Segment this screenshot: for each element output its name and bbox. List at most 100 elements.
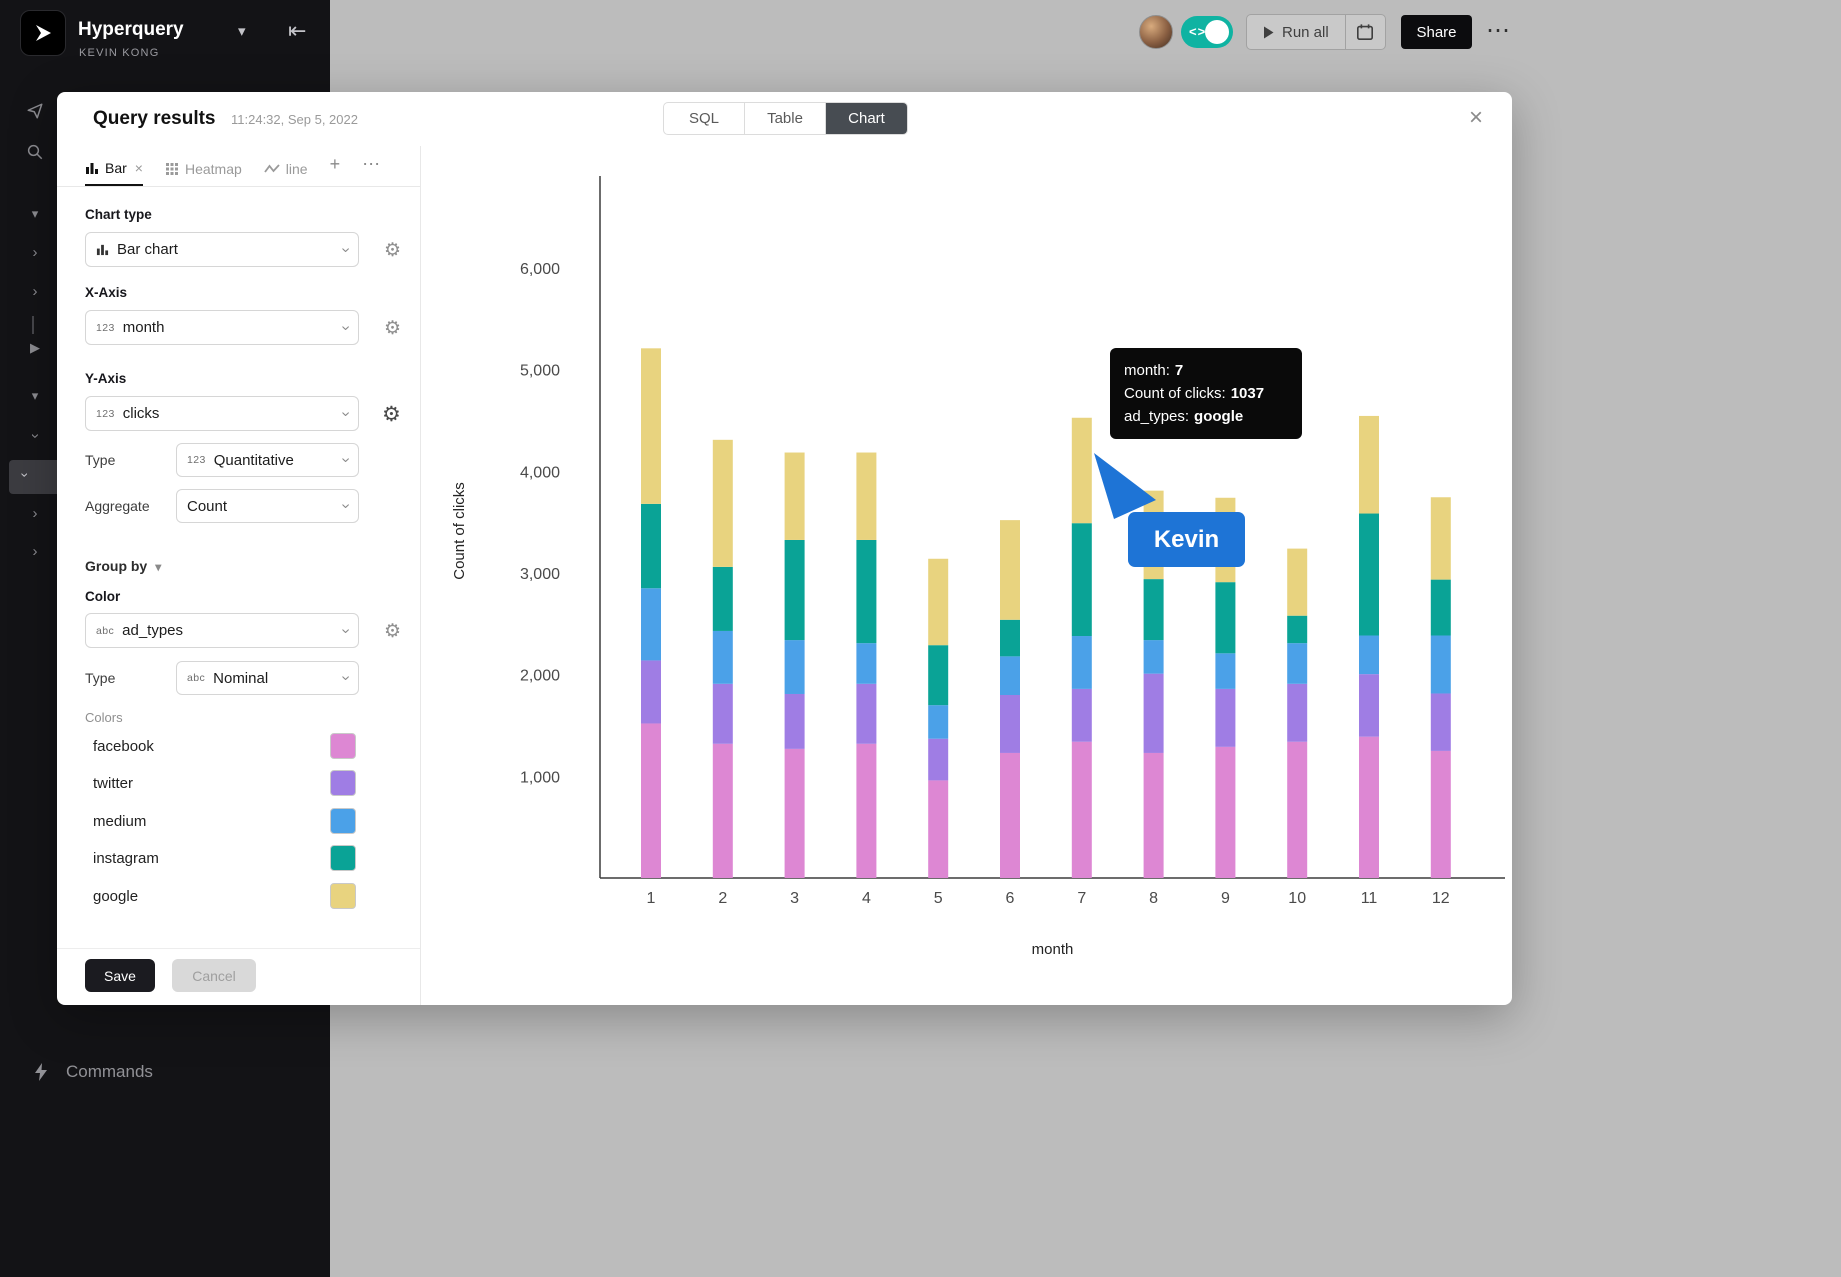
hyperquery-logo-icon [36,25,51,41]
color-swatch-google[interactable] [330,883,356,909]
aggregate-label: Aggregate [85,498,150,514]
collaborator-cursor-icon [1094,453,1156,519]
color-field-select[interactable]: abc ad_types › [85,613,359,648]
y-type-select[interactable]: 123 Quantitative › [176,443,359,477]
color-type-select[interactable]: abc Nominal › [176,661,359,695]
color-settings-icon[interactable]: ⚙ [384,621,402,642]
chevron-down-icon: › [337,675,355,681]
bar-chart-icon [96,244,109,256]
collapse-sidebar-icon[interactable]: ⇤ [288,18,307,43]
chart-type-value: Bar chart [117,241,178,258]
numeric-type-icon: 123 [187,454,206,466]
chart-tab-bar[interactable]: Bar × [85,152,143,186]
legend-label-facebook: facebook [93,738,154,755]
tooltip-key: Count of clicks: [1124,385,1226,402]
run-all-button[interactable]: Run all [1247,15,1345,49]
app-name: Hyperquery [78,19,184,40]
run-all-label: Run all [1282,23,1329,41]
user-avatar[interactable] [1139,15,1173,49]
cancel-button[interactable]: Cancel [172,959,256,992]
text-type-icon: abc [187,672,206,684]
numeric-type-icon: 123 [96,407,115,420]
svg-text:6: 6 [1006,890,1015,907]
tab-chart[interactable]: Chart [826,103,907,134]
color-type-label: Type [85,670,116,686]
line-chart-icon [264,164,280,173]
legend-label-medium: medium [93,813,147,830]
legend-row: google [85,883,371,913]
chart-tab-line-label: line [285,161,308,177]
colors-label: Colors [85,710,123,725]
x-axis-select[interactable]: 123 month › [85,310,359,345]
tree-caret-down-icon[interactable]: ▾ [31,206,39,221]
chart-type-select[interactable]: Bar chart › [85,232,359,267]
play-icon [1264,26,1274,38]
legend-row: twitter [85,770,371,800]
chart-tabs-more-icon[interactable]: ⋯ [362,154,381,174]
chart-tab-heatmap-label: Heatmap [184,161,242,177]
legend-row: medium [85,808,371,838]
close-icon[interactable]: × [1469,104,1484,131]
chart-tab-line[interactable]: line [264,152,308,186]
send-icon[interactable] [24,102,46,126]
chart-variant-tabs: Bar × Heatmap line + [85,152,380,186]
y-axis-settings-icon[interactable]: ⚙ [382,403,401,426]
color-swatch-medium[interactable] [330,808,356,834]
share-button[interactable]: Share [1401,15,1472,49]
commands-button[interactable]: Commands [34,1062,153,1082]
group-by-label[interactable]: Group by ▾ [85,558,161,574]
svg-text:Count of clicks: Count of clicks [451,482,468,580]
hyperquery-logo[interactable] [20,10,66,56]
legend-row: facebook [85,733,371,763]
chart-type-settings-icon[interactable]: ⚙ [384,240,402,261]
schedule-button[interactable] [1344,15,1385,49]
x-axis-label: X-Axis [85,285,128,300]
more-options-icon[interactable]: ⋯ [1486,17,1510,44]
legend-label-instagram: instagram [93,850,159,867]
svg-text:10: 10 [1288,890,1306,907]
commands-label: Commands [66,1062,153,1081]
collaborator-name-badge: Kevin [1128,512,1245,567]
close-icon[interactable]: × [134,160,143,176]
aggregate-select[interactable]: Count › [176,489,359,523]
share-label: Share [1416,23,1457,41]
sidebar-item-selected[interactable]: › [9,460,65,494]
tree-chevron-right-icon[interactable]: › [32,543,38,560]
chart-tab-heatmap[interactable]: Heatmap [165,152,242,186]
tree-chevron-down-icon[interactable]: › [27,433,44,439]
svg-text:month: month [1032,941,1074,958]
tooltip-key: month: [1124,362,1170,379]
tab-sql[interactable]: SQL [664,103,745,134]
x-axis-settings-icon[interactable]: ⚙ [384,318,402,339]
color-swatch-twitter[interactable] [330,770,356,796]
play-icon[interactable]: ▶ [30,340,40,355]
search-icon[interactable] [24,143,46,167]
tree-caret-down-icon[interactable]: ▾ [31,388,39,403]
tree-chevron-right-icon[interactable]: › [32,283,38,300]
group-by-text: Group by [85,558,148,574]
query-results-modal: Query results 11:24:32, Sep 5, 2022 SQL … [57,92,1512,1005]
chevron-down-icon: › [337,410,355,417]
tab-table[interactable]: Table [745,103,826,134]
tree-chevron-right-icon[interactable]: › [32,244,38,261]
workspace-switcher-caret-icon[interactable]: ▾ [238,23,246,40]
color-swatch-facebook[interactable] [330,733,356,759]
color-swatch-instagram[interactable] [330,845,356,871]
panel-divider [420,146,421,1005]
y-axis-value: clicks [122,405,160,422]
chevron-down-icon: › [337,503,355,509]
run-all-group: Run all [1246,14,1386,50]
save-button[interactable]: Save [85,959,155,992]
y-axis-select[interactable]: 123 clicks › [85,396,359,431]
code-mode-toggle[interactable]: <> [1181,16,1233,48]
add-chart-tab-icon[interactable]: + [329,154,341,174]
code-icon: <> [1189,24,1207,39]
tree-chevron-right-icon[interactable]: › [32,505,38,522]
aggregate-value: Count [187,497,228,515]
chevron-down-icon: › [337,246,355,253]
toggle-knob [1205,20,1229,44]
calendar-icon [1357,24,1374,41]
color-type-value: Nominal [213,669,269,687]
svg-text:4,000: 4,000 [520,464,560,481]
